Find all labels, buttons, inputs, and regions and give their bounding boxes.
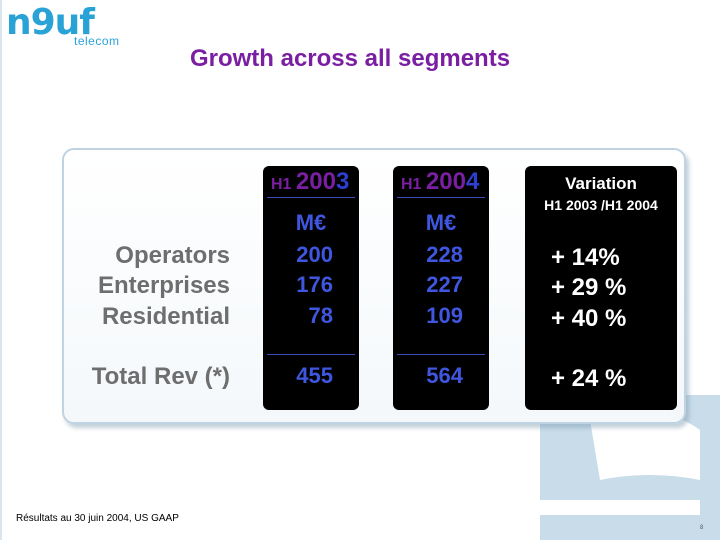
brand-logo: n9uf telecom	[6, 2, 136, 48]
value-residential-2004: 109	[426, 303, 463, 328]
value-enterprises-2003: 176	[296, 272, 333, 297]
left-edge-rule	[0, 0, 2, 540]
column-divider	[267, 197, 355, 198]
value-operators-2004: 228	[426, 242, 463, 267]
value-residential-2003: 78	[308, 303, 333, 328]
header-h1-label: H1	[401, 176, 422, 193]
logo-wordmark: n9uf	[6, 2, 95, 43]
logo-subtitle: telecom	[74, 34, 120, 48]
column-divider	[267, 354, 355, 355]
value-operators-2003: 200	[296, 242, 333, 267]
column-divider	[397, 197, 485, 198]
variation-enterprises: + 29 %	[551, 274, 627, 301]
column-header-2003: H1 2003	[271, 168, 349, 196]
row-label-total: Total Rev (*)	[91, 363, 230, 390]
variation-operators: + 14%	[551, 244, 620, 271]
variation-residential: + 40 %	[551, 305, 627, 332]
header-year-prefix: 200	[425, 168, 466, 195]
column-header-2004: H1 2004	[401, 168, 479, 196]
value-enterprises-2004: 227	[426, 272, 463, 297]
page-number: 8	[700, 525, 704, 531]
footnote: Résultats au 30 juin 2004, US GAAP	[16, 513, 179, 524]
column-h1-2004: H1 2004 M€ 228 227 109 564	[393, 166, 489, 410]
slide-title: Growth across all segments	[189, 45, 511, 72]
row-labels: Operators Enterprises Residential Total …	[62, 148, 242, 420]
header-year-suffix: 4	[465, 168, 480, 195]
variation-subtitle: H1 2003 /H1 2004	[544, 197, 658, 213]
row-label-operators: Operators	[115, 242, 230, 269]
header-year-prefix: 200	[295, 168, 336, 195]
variation-title: Variation	[565, 174, 637, 193]
unit-label: M€	[295, 210, 327, 235]
value-total-2003: 455	[296, 363, 333, 388]
column-variation: Variation H1 2003 /H1 2004 + 14% + 29 % …	[525, 166, 677, 410]
column-h1-2003: H1 2003 M€ 200 176 78 455	[263, 166, 359, 410]
value-total-2004: 564	[426, 363, 463, 388]
row-label-enterprises: Enterprises	[97, 272, 230, 299]
row-label-residential: Residential	[101, 303, 230, 330]
header-year-suffix: 3	[335, 168, 350, 195]
variation-total: + 24 %	[551, 365, 627, 392]
unit-label: M€	[425, 210, 457, 235]
header-h1-label: H1	[271, 176, 292, 193]
column-divider	[397, 354, 485, 355]
